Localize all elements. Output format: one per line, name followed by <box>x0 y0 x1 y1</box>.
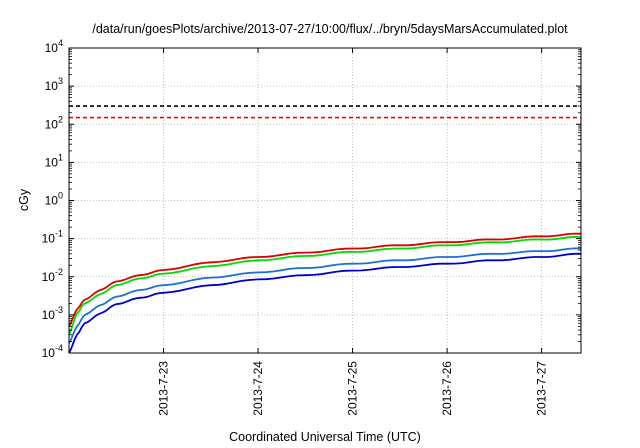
x-tick-label: 2013-7-25 <box>346 361 360 416</box>
series-line <box>68 247 582 344</box>
x-tick-label: 2013-7-27 <box>535 361 549 416</box>
reference-lines <box>69 105 581 119</box>
series-line <box>68 252 581 354</box>
y-tick-label: 100 <box>45 191 63 208</box>
y-tick-label: 10-3 <box>42 305 63 322</box>
y-tick-label: 10-2 <box>42 267 63 284</box>
y-tick-label: 101 <box>45 152 63 169</box>
y-tick-label: 10-4 <box>42 343 63 360</box>
chart-title: /data/run/goesPlots/archive/2013-07-27/1… <box>92 22 568 36</box>
x-tick-label: 2013-7-23 <box>157 361 171 416</box>
x-axis-ticks: 2013-7-23 2013-7-24 2013-7-25 2013-7-26 2013… <box>157 48 549 416</box>
grid <box>69 48 581 353</box>
y-tick-label: 102 <box>45 114 63 131</box>
x-tick-label: 2013-7-26 <box>440 361 454 416</box>
y-axis-ticks: 10-4 10-3 10-2 10-1 100 101 102 103 104 <box>42 38 581 360</box>
y-tick-label: 103 <box>45 76 63 93</box>
y-tick-label: 10-1 <box>42 229 63 246</box>
series-lines <box>68 232 582 354</box>
x-tick-label: 2013-7-24 <box>251 361 265 416</box>
x-axis-label: Coordinated Universal Time (UTC) <box>229 430 421 444</box>
series-line <box>68 236 582 336</box>
y-tick-label: 104 <box>45 38 63 55</box>
y-axis-label: cGy <box>17 188 31 211</box>
series-line <box>68 232 582 327</box>
